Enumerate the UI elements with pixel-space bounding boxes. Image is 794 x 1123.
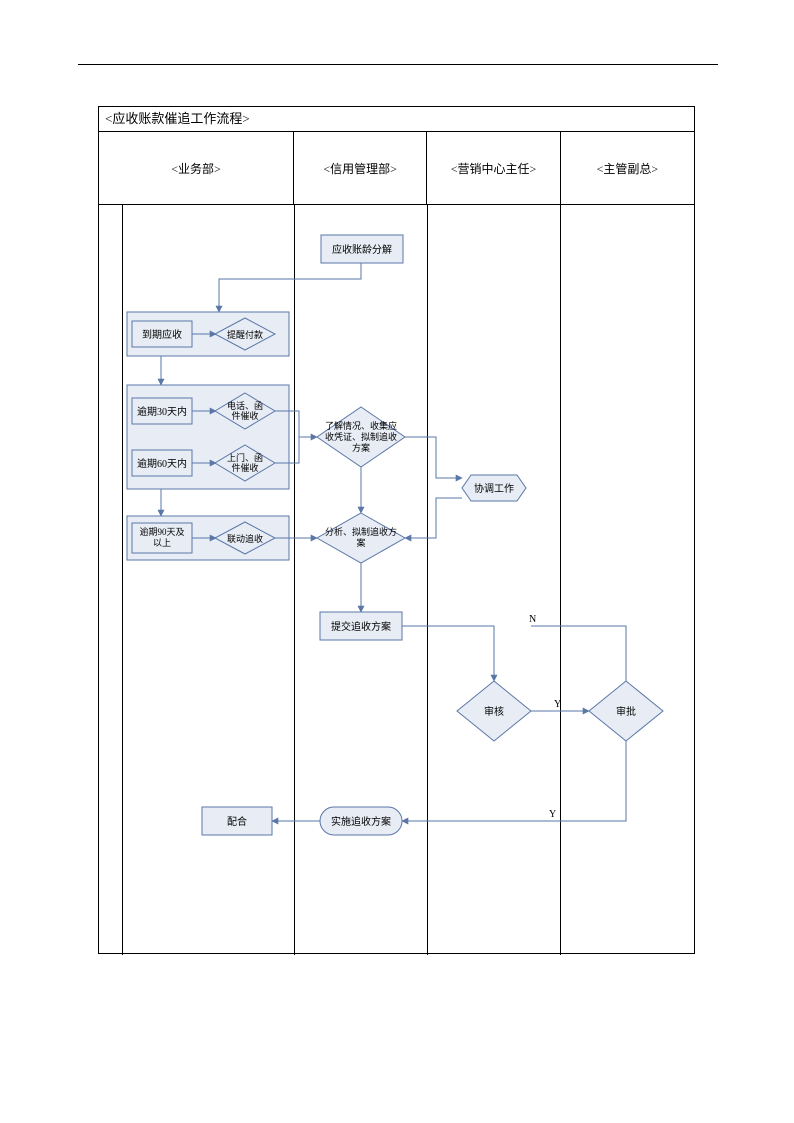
svg-text:应收账龄分解: 应收账龄分解 (332, 243, 392, 256)
svg-text:件催收: 件催收 (231, 462, 258, 473)
lane-header-vp: <主管副总> (561, 132, 694, 204)
svg-text:协调工作: 协调工作 (474, 482, 514, 495)
lane-header-credit: <信用管理部> (294, 132, 427, 204)
edge-label-n: N (529, 614, 536, 625)
flowchart-svg: N Y Y 应收账龄分解 到期应收 提醒付款 逾期30天内 电话、函 件催收 (99, 205, 694, 955)
lane-body: N Y Y 应收账龄分解 到期应收 提醒付款 逾期30天内 电话、函 件催收 (99, 205, 694, 955)
svg-text:方案: 方案 (352, 442, 370, 453)
diagram-title: <应收账款催追工作流程> (99, 107, 694, 132)
edge-label-y: Y (549, 809, 556, 820)
svg-text:电话、函: 电话、函 (227, 400, 263, 411)
svg-text:提醒付款: 提醒付款 (227, 329, 263, 340)
swimlane-frame: <应收账款催追工作流程> <业务部> <信用管理部> <营销中心主任> <主管副… (98, 106, 695, 954)
svg-text:实施追收方案: 实施追收方案 (331, 815, 391, 828)
page-rule (78, 64, 718, 65)
svg-text:逾期90天及: 逾期90天及 (139, 526, 184, 537)
svg-text:分析、拟制追收方: 分析、拟制追收方 (325, 526, 397, 537)
svg-text:逾期60天内: 逾期60天内 (137, 457, 187, 470)
lane-headers: <业务部> <信用管理部> <营销中心主任> <主管副总> (99, 132, 694, 205)
svg-text:配合: 配合 (227, 815, 247, 828)
svg-text:了解情况、收集应: 了解情况、收集应 (325, 420, 397, 431)
lane-header-marketing: <营销中心主任> (427, 132, 560, 204)
svg-text:件催收: 件催收 (231, 410, 258, 421)
svg-text:逾期30天内: 逾期30天内 (137, 405, 187, 418)
svg-text:联动追收: 联动追收 (227, 533, 263, 544)
svg-text:审核: 审核 (484, 705, 504, 718)
lane-header-business: <业务部> (99, 132, 294, 204)
svg-text:到期应收: 到期应收 (142, 328, 182, 341)
edge-label-y: Y (554, 699, 561, 710)
svg-text:收凭证、拟制追收: 收凭证、拟制追收 (325, 431, 397, 442)
svg-text:上门、函: 上门、函 (227, 452, 263, 463)
svg-text:审批: 审批 (616, 705, 636, 718)
svg-text:以上: 以上 (153, 538, 171, 548)
svg-text:案: 案 (356, 537, 365, 548)
svg-text:提交追收方案: 提交追收方案 (331, 620, 391, 633)
